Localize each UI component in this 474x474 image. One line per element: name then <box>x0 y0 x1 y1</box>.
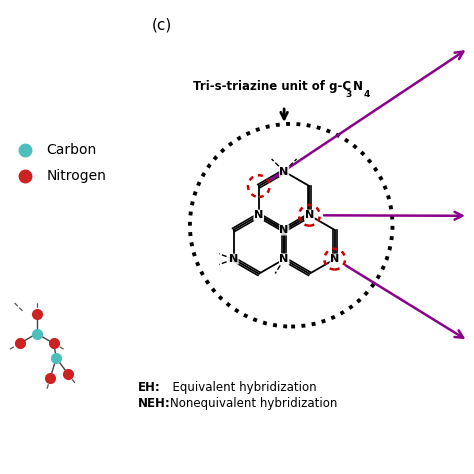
Text: N: N <box>280 166 289 176</box>
Text: Carbon: Carbon <box>46 143 96 157</box>
Text: NEH:: NEH: <box>138 397 171 410</box>
Text: N: N <box>254 210 264 220</box>
Text: Nonequivalent hybridization: Nonequivalent hybridization <box>170 397 337 410</box>
Text: N: N <box>305 210 314 220</box>
Text: N: N <box>280 254 289 264</box>
Text: N: N <box>229 254 238 264</box>
Text: N: N <box>280 254 289 264</box>
Text: N: N <box>305 210 314 220</box>
Text: N: N <box>280 225 289 235</box>
Text: Equivalent hybridization: Equivalent hybridization <box>165 381 317 394</box>
Text: N: N <box>353 80 363 93</box>
Text: 3: 3 <box>346 91 352 100</box>
Text: (c): (c) <box>152 18 172 33</box>
Text: 4: 4 <box>363 91 370 100</box>
Text: Nitrogen: Nitrogen <box>46 169 106 183</box>
Text: N: N <box>254 210 264 220</box>
Text: Tri-s-triazine unit of g-C: Tri-s-triazine unit of g-C <box>193 80 351 93</box>
Text: EH:: EH: <box>138 381 161 394</box>
Text: N: N <box>330 254 339 264</box>
